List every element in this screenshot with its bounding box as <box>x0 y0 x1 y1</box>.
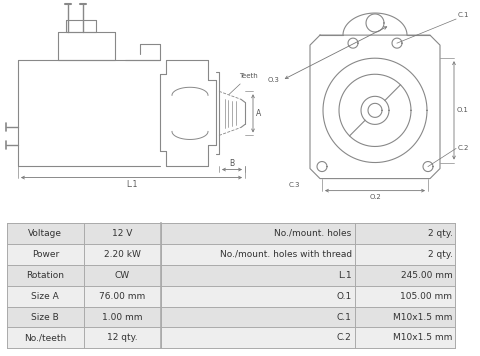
Text: 2 qty.: 2 qty. <box>428 229 453 238</box>
Text: M10x1.5 mm: M10x1.5 mm <box>393 334 453 342</box>
Text: O.3: O.3 <box>268 77 280 83</box>
Bar <box>161 223 456 244</box>
Text: B: B <box>229 159 235 168</box>
Text: No./mount. holes: No./mount. holes <box>275 229 352 238</box>
Text: CW: CW <box>115 271 130 279</box>
Text: No./mount. holes with thread: No./mount. holes with thread <box>219 250 352 259</box>
Text: 76.00 mm: 76.00 mm <box>99 292 145 300</box>
Text: 2.20 kW: 2.20 kW <box>104 250 141 259</box>
Text: A: A <box>256 109 261 118</box>
Bar <box>161 286 456 307</box>
Bar <box>161 328 456 349</box>
Text: 1.00 mm: 1.00 mm <box>102 313 143 321</box>
Text: L.1: L.1 <box>126 180 137 189</box>
Bar <box>7 265 161 286</box>
Text: O.1: O.1 <box>457 108 469 113</box>
Text: Voltage: Voltage <box>28 229 62 238</box>
Text: O.1: O.1 <box>336 292 352 300</box>
Text: 245.00 mm: 245.00 mm <box>401 271 453 279</box>
Text: Rotation: Rotation <box>26 271 64 279</box>
Text: C.2: C.2 <box>458 146 469 152</box>
Bar <box>161 244 456 265</box>
Text: Size B: Size B <box>32 313 59 321</box>
Bar <box>7 244 161 265</box>
Text: C.1: C.1 <box>337 313 352 321</box>
Bar <box>161 265 456 286</box>
Text: 105.00 mm: 105.00 mm <box>400 292 453 300</box>
Text: M10x1.5 mm: M10x1.5 mm <box>393 313 453 321</box>
Text: C.2: C.2 <box>337 334 352 342</box>
Bar <box>7 328 161 349</box>
Bar <box>161 307 456 328</box>
Text: Size A: Size A <box>32 292 59 300</box>
Text: 12 qty.: 12 qty. <box>107 334 138 342</box>
Text: Teeth: Teeth <box>229 73 258 94</box>
Text: 2 qty.: 2 qty. <box>428 250 453 259</box>
Text: 12 V: 12 V <box>112 229 132 238</box>
Bar <box>7 223 161 244</box>
Text: C.1: C.1 <box>458 12 469 18</box>
Text: C.3: C.3 <box>288 182 300 188</box>
Text: L.1: L.1 <box>338 271 352 279</box>
Bar <box>7 286 161 307</box>
Bar <box>7 307 161 328</box>
Text: O.2: O.2 <box>369 194 381 200</box>
Text: Power: Power <box>32 250 59 259</box>
Text: No./teeth: No./teeth <box>24 334 66 342</box>
